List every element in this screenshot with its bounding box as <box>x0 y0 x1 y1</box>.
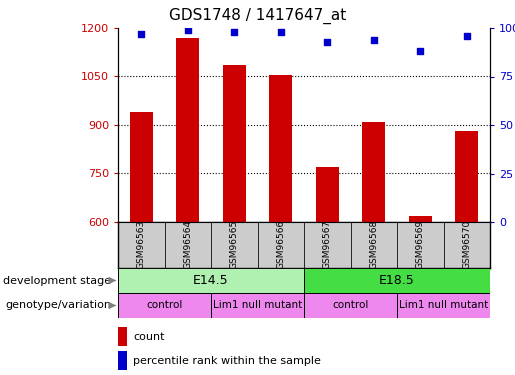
Point <box>137 31 145 37</box>
Bar <box>362 122 385 222</box>
Bar <box>397 293 490 318</box>
Text: GSM96566: GSM96566 <box>276 219 285 269</box>
Point <box>277 29 285 35</box>
Bar <box>258 222 304 268</box>
Bar <box>351 222 397 268</box>
Point <box>184 27 192 33</box>
Bar <box>118 222 164 268</box>
Bar <box>118 293 211 318</box>
Bar <box>211 293 304 318</box>
Text: development stage: development stage <box>3 276 111 285</box>
Bar <box>118 351 127 370</box>
Bar <box>397 222 443 268</box>
Bar <box>408 216 432 222</box>
Point <box>462 33 471 39</box>
Bar <box>118 327 127 346</box>
Text: Lim1 null mutant: Lim1 null mutant <box>399 300 488 310</box>
Text: GSM96567: GSM96567 <box>323 219 332 269</box>
Bar <box>130 112 153 222</box>
Text: GSM96570: GSM96570 <box>462 219 471 269</box>
Text: count: count <box>133 332 164 342</box>
Point <box>370 37 378 43</box>
Text: GSM96569: GSM96569 <box>416 219 425 269</box>
Point <box>230 29 238 35</box>
Point <box>416 48 424 54</box>
Bar <box>164 222 211 268</box>
Bar <box>176 38 199 222</box>
Bar <box>316 167 339 222</box>
Text: genotype/variation: genotype/variation <box>5 300 111 310</box>
Text: GSM96563: GSM96563 <box>137 219 146 269</box>
Text: GDS1748 / 1417647_at: GDS1748 / 1417647_at <box>169 8 346 24</box>
Bar <box>443 222 490 268</box>
Bar <box>269 75 293 222</box>
Text: GSM96568: GSM96568 <box>369 219 378 269</box>
Text: control: control <box>332 300 369 310</box>
Bar <box>455 132 478 222</box>
Bar <box>304 293 397 318</box>
Text: percentile rank within the sample: percentile rank within the sample <box>133 356 321 366</box>
Bar <box>118 268 304 293</box>
Text: Lim1 null mutant: Lim1 null mutant <box>213 300 302 310</box>
Bar <box>222 65 246 222</box>
Text: GSM96564: GSM96564 <box>183 219 192 268</box>
Text: E18.5: E18.5 <box>379 274 415 287</box>
Bar <box>304 268 490 293</box>
Text: control: control <box>146 300 183 310</box>
Text: E14.5: E14.5 <box>193 274 229 287</box>
Bar <box>211 222 258 268</box>
Bar <box>304 222 351 268</box>
Text: GSM96565: GSM96565 <box>230 219 239 269</box>
Point <box>323 39 331 45</box>
